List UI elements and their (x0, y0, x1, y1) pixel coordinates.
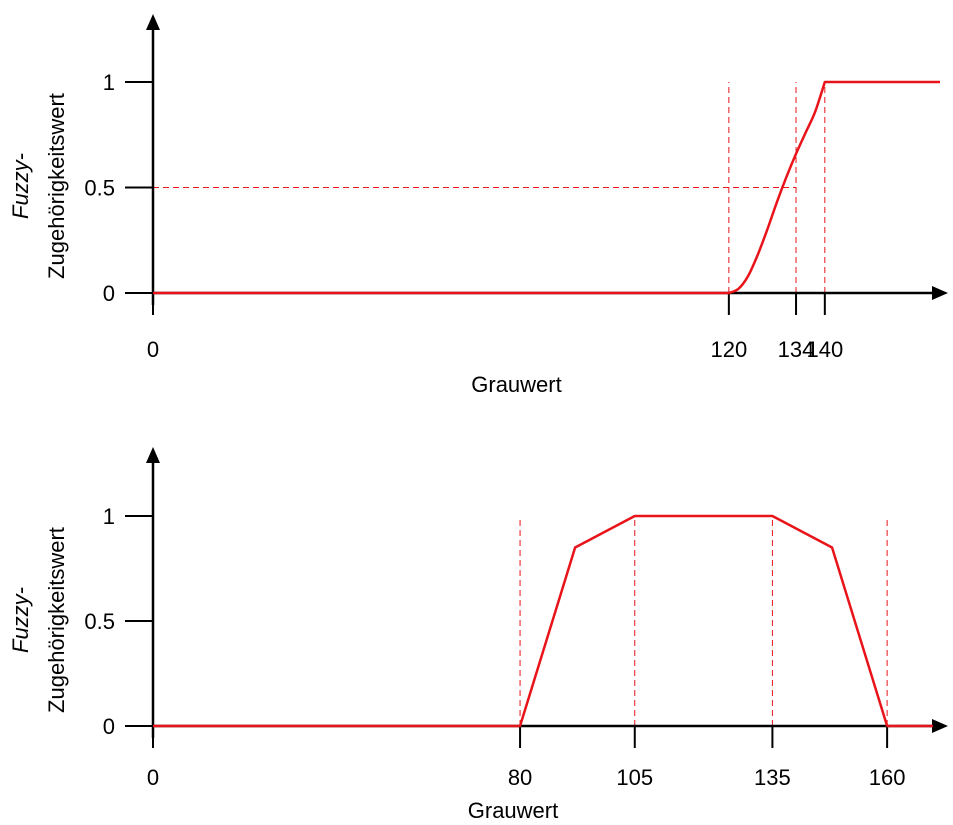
y-axis-arrow (146, 14, 160, 30)
x-axis-arrow (932, 719, 948, 733)
x-axis-arrow (932, 286, 948, 300)
y-axis-title-line1: Fuzzy- (8, 587, 33, 653)
x-tick-label: 134 (778, 337, 815, 362)
y-axis-title-line2: Zugehörigkeitswert (44, 527, 69, 713)
x-tick-label: 140 (806, 337, 843, 362)
chart-trapezoid: 0 0.5 1 0 80 105 135 160 Grauwert Fuzzy- Zugehörig… (8, 447, 948, 823)
y-tick-label: 1 (103, 70, 115, 95)
y-tick-label: 1 (103, 504, 115, 529)
y-tick-label: 0 (103, 281, 115, 306)
y-axis-title-line2: Zugehörigkeitswert (44, 93, 69, 279)
y-axis-arrow (146, 447, 160, 463)
x-axis-title: Grauwert (468, 798, 558, 823)
x-tick-label: 135 (754, 765, 791, 790)
x-tick-label: 160 (869, 765, 906, 790)
x-tick-label: 105 (616, 765, 653, 790)
x-tick-label: 120 (710, 337, 747, 362)
x-tick-label: 0 (147, 337, 159, 362)
y-tick-label: 0.5 (84, 176, 115, 201)
series-line-0 (153, 80, 940, 295)
x-tick-label: 80 (508, 765, 532, 790)
x-tick-label: 0 (147, 765, 159, 790)
y-tick-label: 0.5 (84, 609, 115, 634)
series-line-0 (153, 514, 933, 728)
y-tick-label: 0 (103, 714, 115, 739)
x-axis-title: Grauwert (471, 372, 561, 397)
y-axis-title-line1: Fuzzy- (8, 153, 33, 219)
